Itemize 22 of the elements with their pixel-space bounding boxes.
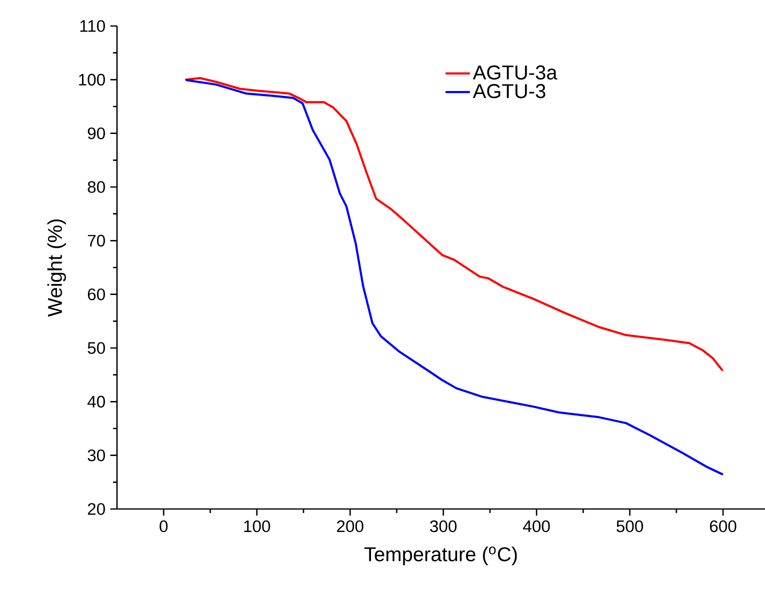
x-tick-label: 0 [160,520,168,532]
x-tick-label: 200 [337,520,364,532]
y-tick-label: 20 [88,503,105,515]
y-tick-label: 110 [80,20,105,32]
y-axis-title: Weight (%) [47,220,66,317]
y-tick-label: 60 [88,288,105,300]
y-tick-label: 50 [88,342,105,354]
y-tick-label: 100 [79,74,105,86]
x-tick-label: 100 [244,520,270,532]
x-tick-label: 400 [523,520,550,532]
x-axis-title: Temperature ($^{o}$C) [364,546,517,566]
y-tick-label: 90 [88,127,105,140]
x-tick-label: 500 [616,520,644,532]
y-tick-label: 80 [88,181,105,193]
y-tick-label: 40 [87,396,105,408]
legend-label: AGTU-3 [472,84,546,98]
x-tick-label: 300 [430,520,457,532]
x-tick-label: 600 [710,520,736,532]
line-series [186,79,724,476]
legend-label: AGTU-3a [472,65,558,80]
y-tick-label: 30 [88,449,105,462]
y-tick-label: 70 [88,234,105,247]
